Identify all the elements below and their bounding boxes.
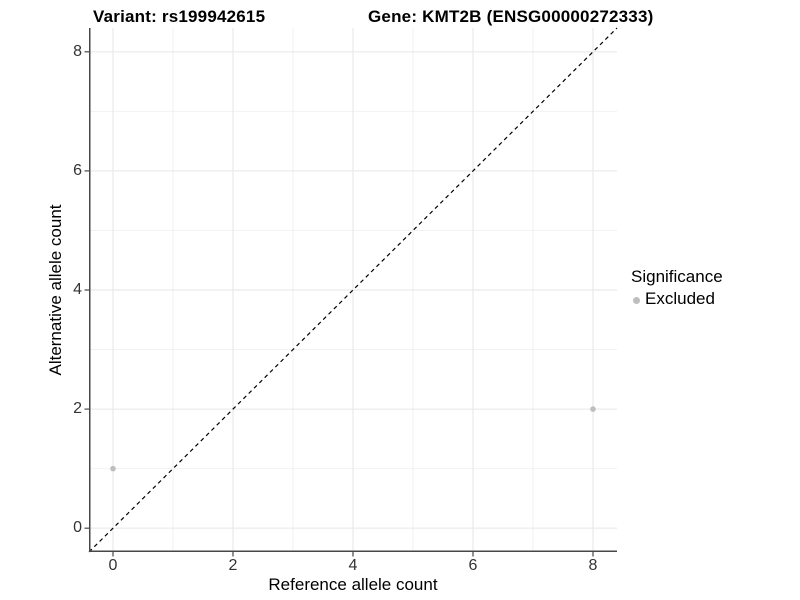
y-tick-label: 4	[73, 281, 82, 298]
y-tick-label: 8	[73, 42, 82, 60]
data-point-excluded	[590, 406, 596, 412]
plot-canvas	[84, 27, 618, 557]
x-tick-label: 4	[348, 557, 358, 574]
x-axis-title: Reference allele count	[268, 575, 438, 594]
x-tick-label: 6	[468, 557, 478, 574]
legend-title: Significance	[631, 267, 723, 286]
identity-dashed-line	[88, 27, 618, 553]
excluded-dot-icon	[633, 296, 640, 304]
variant-title: Variant: rs199942615	[93, 7, 266, 26]
y-tick-label: 2	[73, 400, 82, 418]
x-tick-label: 8	[588, 557, 598, 574]
legend-item-excluded: Excluded	[631, 289, 723, 309]
legend-item-label: Excluded	[645, 289, 715, 308]
gene-title: Gene: KMT2B (ENSG00000272333)	[368, 7, 654, 26]
plot-panel	[84, 27, 618, 557]
x-tick-label: 0	[108, 557, 118, 574]
legend: Significance Excluded	[631, 267, 723, 309]
y-tick-label: 0	[73, 519, 82, 537]
x-tick-label: 2	[228, 557, 238, 574]
y-tick-label: 6	[73, 161, 82, 179]
data-point-excluded	[110, 465, 116, 472]
